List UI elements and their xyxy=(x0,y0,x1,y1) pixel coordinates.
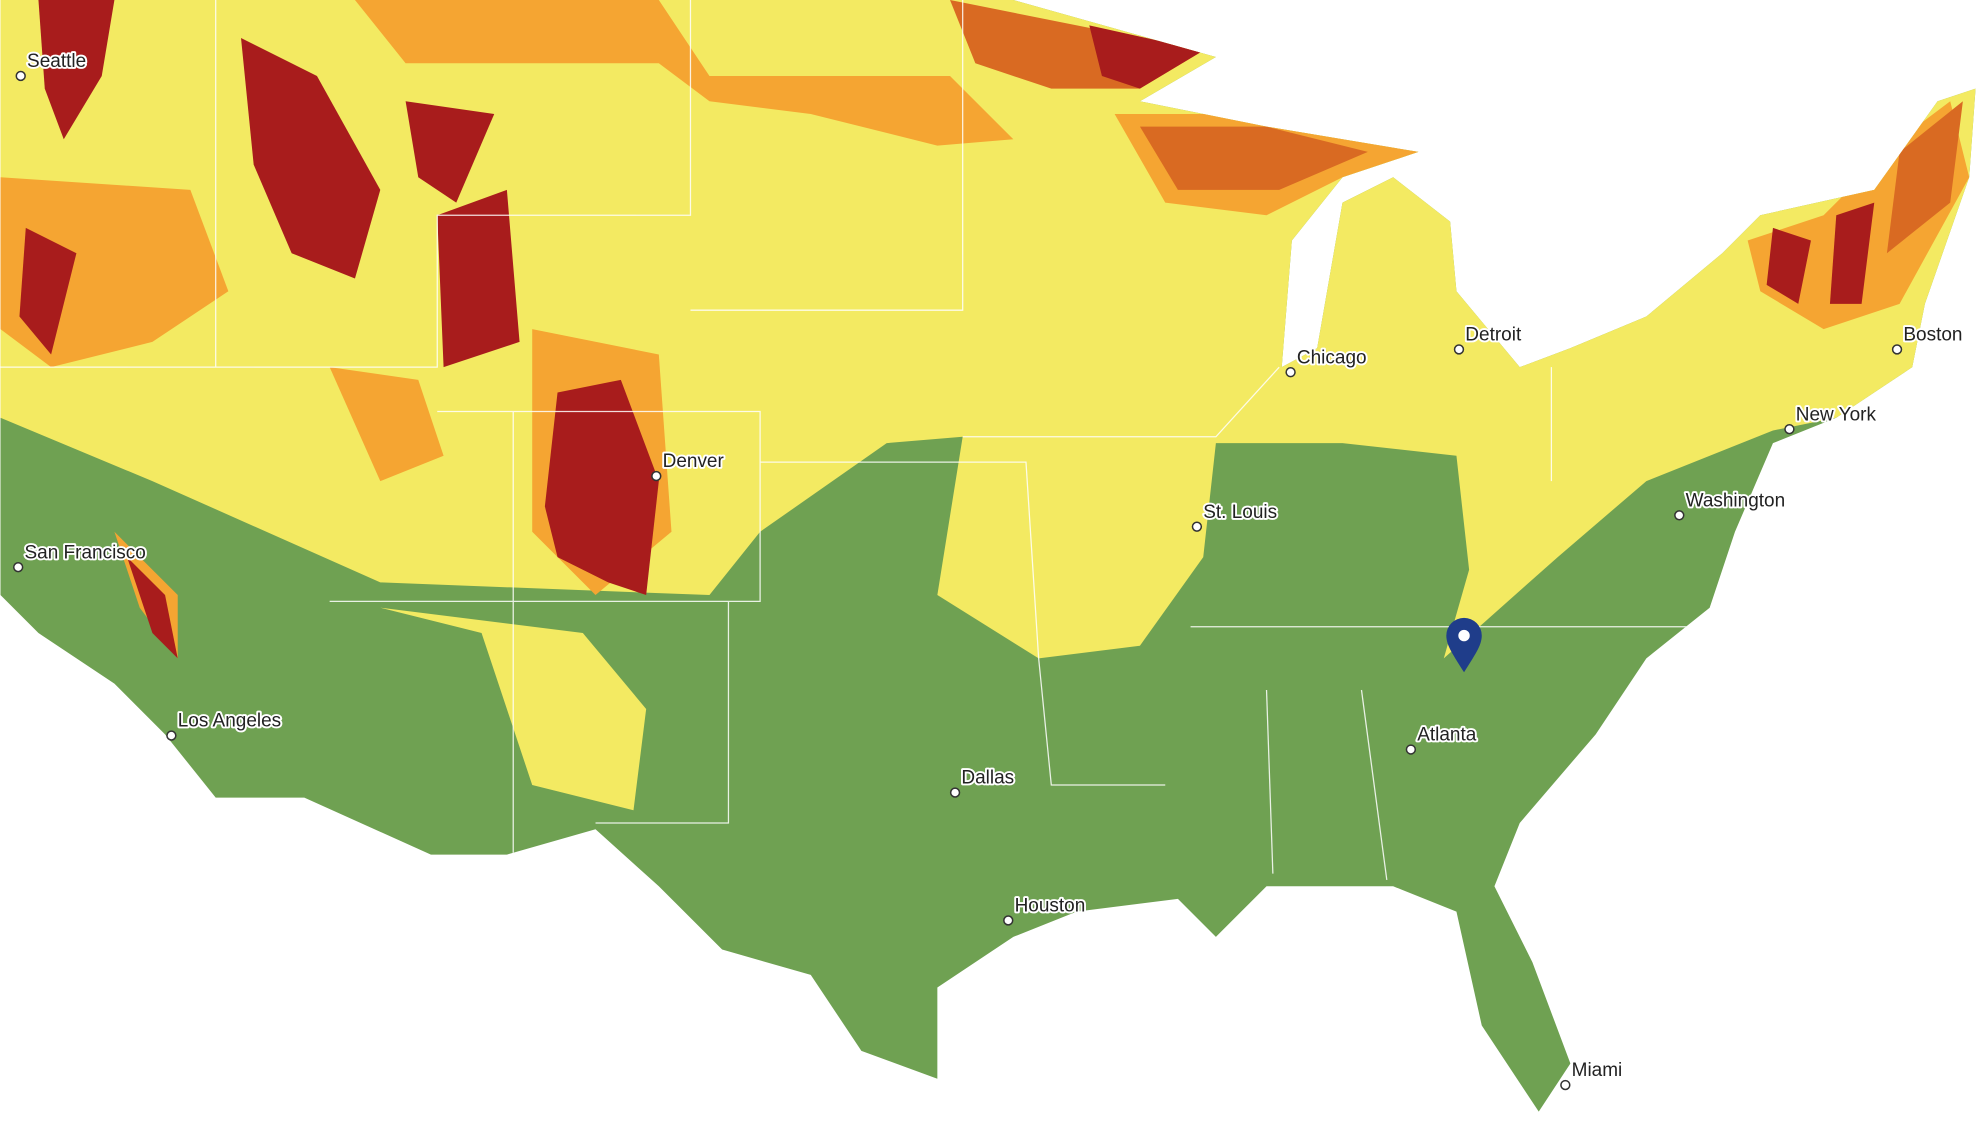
city: St. Louis xyxy=(1191,500,1279,532)
city-dot xyxy=(1285,367,1296,378)
city-label: Detroit xyxy=(1465,325,1522,346)
city-label: Dallas xyxy=(961,768,1014,789)
city-dot xyxy=(166,730,177,741)
city: Miami xyxy=(1560,1058,1624,1091)
city: New York xyxy=(1784,402,1878,435)
city: San Francisco xyxy=(12,540,148,573)
city-dot xyxy=(651,470,662,482)
city: Houston xyxy=(1003,894,1087,926)
city: Los Angeles xyxy=(166,709,283,741)
city-dot xyxy=(1191,521,1203,532)
city-label: Miami xyxy=(1572,1060,1623,1081)
city-dot xyxy=(15,70,26,82)
city-label: San Francisco xyxy=(25,542,146,563)
city-dot xyxy=(1560,1079,1571,1091)
city-dot xyxy=(1003,915,1014,926)
city-label: Seattle xyxy=(27,51,86,72)
city-dot xyxy=(1784,424,1795,435)
city-dot xyxy=(1674,510,1685,521)
zone-red xyxy=(19,0,1875,659)
city-dot xyxy=(1891,344,1903,355)
city-label: Chicago xyxy=(1297,347,1367,368)
city: Chicago xyxy=(1285,345,1368,378)
city: Dallas xyxy=(949,766,1016,798)
city-label: St. Louis xyxy=(1203,502,1277,523)
city-label: New York xyxy=(1796,404,1877,425)
cities: Seattle San Francisco Los Angeles Denver Dal… xyxy=(12,49,1964,1091)
city-dot xyxy=(1453,344,1465,355)
city-label: Denver xyxy=(663,451,724,472)
city-label: Houston xyxy=(1015,896,1086,917)
city-label: Atlanta xyxy=(1417,725,1477,746)
city: Detroit xyxy=(1453,323,1524,355)
city: Boston xyxy=(1891,323,1964,355)
city-label: Boston xyxy=(1903,325,1962,346)
city: Washington xyxy=(1674,489,1787,521)
city: Denver xyxy=(651,449,726,482)
city-dot xyxy=(1405,744,1417,755)
city-dot xyxy=(12,562,24,573)
city-dot xyxy=(949,787,961,798)
city: Seattle xyxy=(15,49,88,82)
city: Atlanta xyxy=(1405,723,1479,755)
city-label: Los Angeles xyxy=(178,711,281,732)
city-label: Washington xyxy=(1686,490,1786,511)
location-pin[interactable] xyxy=(1446,617,1482,673)
